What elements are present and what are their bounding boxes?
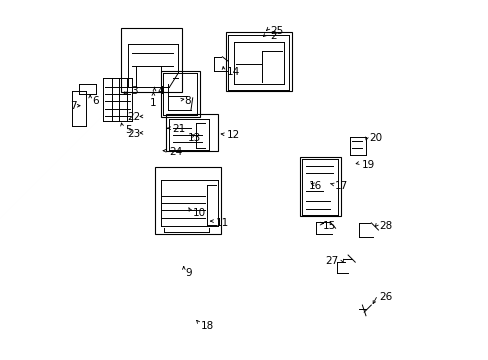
Text: 17: 17 <box>334 181 347 192</box>
Bar <box>225 32 291 91</box>
Text: 14: 14 <box>226 67 240 77</box>
Text: 27: 27 <box>324 256 337 266</box>
Text: 28: 28 <box>379 221 392 231</box>
Bar <box>299 157 340 216</box>
Text: 24: 24 <box>168 147 182 157</box>
Bar <box>155 167 221 234</box>
Text: 13: 13 <box>187 133 200 143</box>
Text: 19: 19 <box>361 160 374 170</box>
Text: 18: 18 <box>201 321 214 332</box>
Bar <box>121 28 182 93</box>
Text: 2: 2 <box>270 31 276 41</box>
Text: 1: 1 <box>150 98 156 108</box>
Text: 8: 8 <box>183 96 190 106</box>
Text: 11: 11 <box>216 218 229 228</box>
Text: 10: 10 <box>192 208 205 218</box>
Text: 6: 6 <box>93 96 99 106</box>
Bar <box>165 114 217 152</box>
Text: 16: 16 <box>308 181 322 192</box>
Text: 9: 9 <box>185 268 192 278</box>
Text: 26: 26 <box>379 292 392 302</box>
Text: 4: 4 <box>157 86 163 96</box>
Text: 3: 3 <box>131 86 138 96</box>
Text: 21: 21 <box>172 124 185 134</box>
Text: 20: 20 <box>368 133 381 143</box>
Text: 25: 25 <box>270 26 283 36</box>
Bar <box>160 71 200 117</box>
Text: 15: 15 <box>322 221 335 231</box>
Text: 22: 22 <box>127 112 141 122</box>
Text: 12: 12 <box>226 130 240 140</box>
Text: 23: 23 <box>127 129 141 139</box>
Text: 5: 5 <box>124 125 131 135</box>
Text: 7: 7 <box>70 101 77 111</box>
